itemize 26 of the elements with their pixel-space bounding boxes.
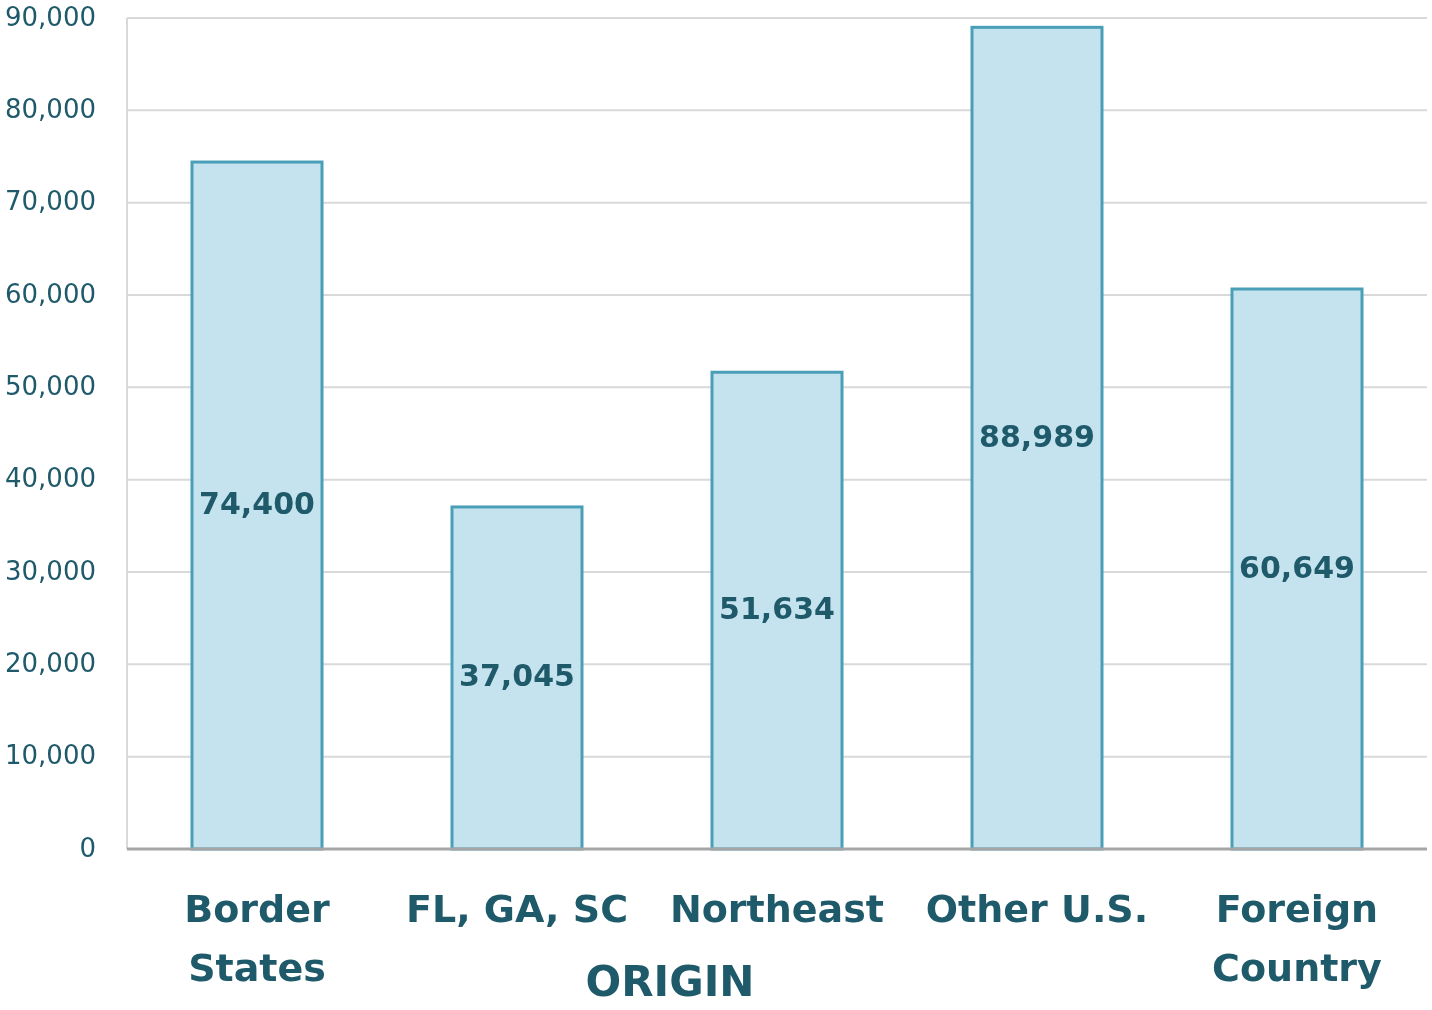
- x-tick-label: FL, GA, SC: [405, 886, 629, 931]
- x-tick-label: Northeast: [669, 886, 885, 931]
- bar: [190, 160, 324, 851]
- y-tick-label: 60,000: [5, 278, 96, 309]
- y-tick-label: 80,000: [5, 93, 96, 124]
- data-label: 74,400: [199, 486, 315, 522]
- y-tick-label: 40,000: [5, 463, 96, 494]
- bar: [970, 25, 1104, 851]
- data-label: 51,634: [719, 591, 835, 627]
- data-label: 37,045: [459, 658, 575, 694]
- bar: [450, 505, 584, 851]
- y-tick-label: 50,000: [5, 370, 96, 401]
- bar: [1230, 287, 1364, 851]
- y-tick-label: 70,000: [5, 186, 96, 217]
- data-label: 60,649: [1239, 549, 1355, 585]
- x-tick-label: Foreign Country: [1212, 886, 1383, 990]
- y-tick-label: 0: [79, 832, 96, 863]
- y-tick-label: 90,000: [5, 1, 96, 32]
- y-tick-label: 10,000: [5, 740, 96, 771]
- x-axis-title: ORIGIN: [585, 956, 755, 1006]
- x-tick-label: Border States: [184, 886, 331, 990]
- data-label: 88,989: [979, 418, 1095, 454]
- bar: [710, 370, 844, 851]
- y-tick-label: 20,000: [5, 647, 96, 678]
- y-tick-label: 30,000: [5, 555, 96, 586]
- x-tick-label: Other U.S.: [925, 886, 1149, 931]
